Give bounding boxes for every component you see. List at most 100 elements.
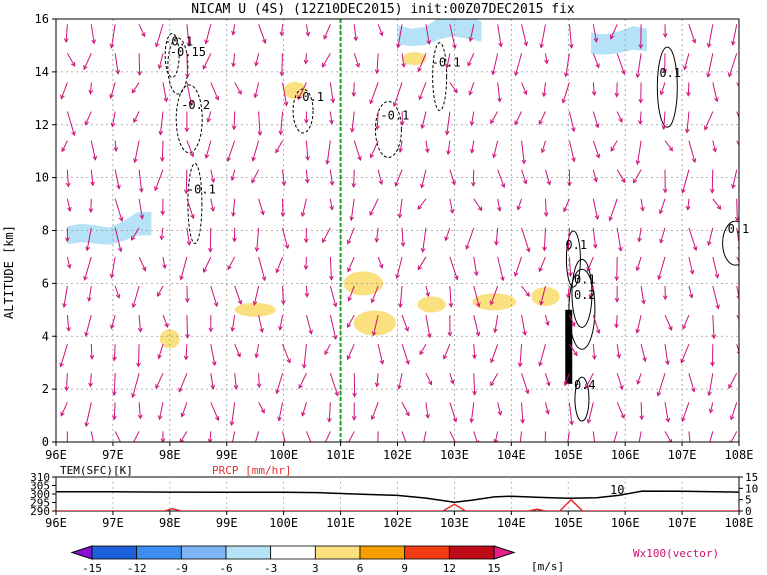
wind-vector [65, 227, 70, 243]
wind-vector [377, 169, 384, 186]
wind-vector [256, 373, 262, 389]
wind-vector [66, 256, 72, 270]
wind-vector [521, 82, 528, 96]
wind-vector [521, 315, 527, 337]
precip-tick-label: 0 [745, 505, 752, 518]
colorbar-cell [448, 545, 495, 560]
wind-vector [184, 286, 190, 303]
wind-vector [206, 111, 212, 123]
wind-vector [636, 373, 642, 385]
wind-vector [186, 198, 195, 220]
wind-vector [664, 402, 671, 423]
wind-vector [490, 344, 499, 364]
wind-vector [275, 140, 283, 154]
wind-vector [730, 24, 738, 46]
wind-vector [490, 111, 499, 125]
wind-vector [230, 169, 236, 182]
wind-vector [444, 111, 451, 136]
wind-vector [637, 227, 642, 243]
contour-label: -0.1 [380, 108, 409, 122]
wind-vector [88, 82, 94, 95]
wind-vector [449, 402, 458, 423]
wind-vector [210, 82, 220, 101]
wind-vector [709, 169, 715, 194]
wind-vector [90, 24, 97, 45]
wind-vector [688, 24, 697, 44]
wind-vector [66, 315, 71, 332]
wind-vector [210, 285, 219, 308]
wind-vector [183, 344, 189, 361]
wind-vector [282, 82, 289, 107]
wind-vector [592, 431, 596, 442]
wind-vector [490, 373, 499, 387]
x-tick-label: 104E [497, 448, 526, 462]
wind-vector [346, 431, 355, 442]
wind-vector [322, 53, 331, 68]
wind-vector [521, 285, 530, 297]
contour-label: -0.1 [164, 34, 193, 48]
temperature-annotation: 10 [610, 483, 624, 497]
wind-vector [520, 402, 525, 424]
negative-wind-region [369, 357, 635, 406]
colorbar: -15 -12 -9 -6 -3 3 6 9 12 15 [70, 545, 516, 575]
x-tick-label: 102E [383, 448, 412, 462]
wind-vector [159, 140, 165, 162]
wind-vector [492, 140, 499, 159]
wind-vector [567, 169, 572, 187]
wind-vector [114, 169, 121, 190]
wind-vector [329, 198, 334, 211]
wind-vector [736, 82, 739, 92]
wind-vector [162, 82, 169, 103]
y-tick-label: 2 [42, 382, 49, 396]
wind-vector [568, 402, 574, 426]
temperature-line [56, 490, 739, 504]
x-tick-label: 98E [159, 516, 181, 530]
x-tick-label: 108E [725, 448, 754, 462]
wind-vector [516, 198, 523, 211]
wind-vector [328, 256, 334, 281]
wind-vector [184, 111, 190, 133]
x-tick-label: 107E [668, 516, 697, 530]
wind-vector [186, 227, 192, 246]
wind-vector [592, 24, 599, 43]
wind-vector [234, 82, 242, 95]
colorbar-cell [70, 545, 93, 560]
wind-vector [712, 140, 717, 153]
wind-vector [253, 82, 260, 99]
contour-label: -0.15 [170, 45, 206, 59]
wind-vector [664, 431, 673, 442]
wind-vector [162, 314, 169, 328]
divergence-contour [656, 46, 678, 128]
wind-vector [610, 140, 618, 152]
wind-vector [468, 24, 475, 43]
wind-vector [351, 82, 357, 98]
wind-vector [497, 169, 506, 189]
wind-vector [157, 344, 164, 360]
divergence-contour [164, 32, 180, 78]
wind-vector [305, 431, 312, 442]
wind-vector [473, 198, 483, 212]
wind-vector [353, 140, 362, 162]
wind-vector [659, 82, 666, 96]
wind-vector [639, 402, 645, 421]
wind-vector [729, 431, 738, 442]
wind-vector [711, 315, 717, 340]
wind-vector [736, 111, 739, 119]
wind-vector [136, 344, 141, 368]
wind-vector [736, 314, 739, 321]
x-tick-label: 108E [725, 516, 754, 530]
divergence-contour [175, 84, 203, 154]
wind-vector [277, 402, 284, 422]
wind-vector [137, 53, 142, 77]
wind-vector [303, 53, 309, 65]
wind-vector [688, 431, 691, 442]
colorbar-cell [225, 545, 272, 560]
wind-vector [185, 315, 190, 339]
wind-vector [563, 53, 570, 78]
wind-vector [157, 53, 164, 70]
wind-vector [425, 373, 433, 386]
wind-vector [568, 111, 576, 133]
wind-vector [114, 431, 124, 442]
x-tick-label: 96E [45, 448, 67, 462]
